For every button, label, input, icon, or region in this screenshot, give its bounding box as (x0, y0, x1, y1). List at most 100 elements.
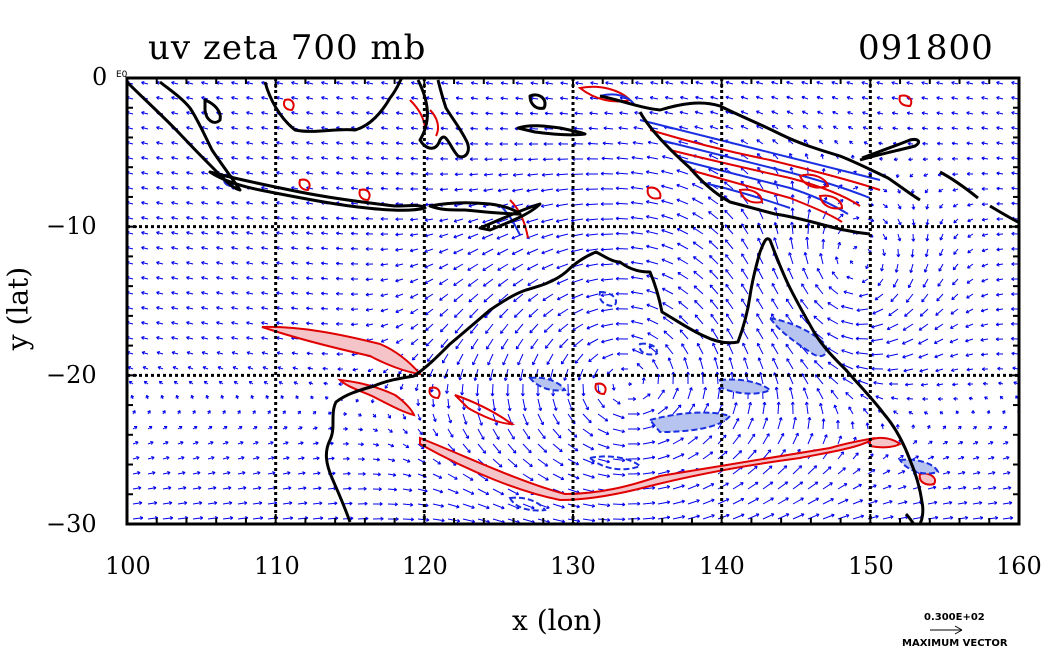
wind-vector (687, 484, 700, 490)
coastline-seram (516, 124, 587, 137)
wind-vector (186, 291, 194, 295)
wind-vector-head (302, 471, 306, 476)
wind-vector-head (472, 361, 476, 366)
wind-vector (996, 293, 1004, 296)
wind-vector (910, 263, 914, 273)
wind-vector (567, 458, 579, 466)
wind-vector-head (1003, 426, 1008, 430)
wind-vector (631, 335, 644, 340)
wind-vector-head (815, 284, 819, 288)
wind-vector (327, 517, 339, 520)
wind-vector (141, 201, 149, 205)
wind-vector (996, 278, 1004, 281)
wind-vector (321, 292, 329, 295)
wind-vector (291, 111, 299, 115)
wind-vector (424, 293, 434, 300)
wind-vector-head (766, 433, 770, 437)
wind-vector (492, 443, 502, 454)
wind-vector-head (622, 502, 626, 507)
wind-vector-head (150, 441, 154, 445)
wind-vector (291, 156, 299, 160)
wind-vector-head (545, 477, 549, 481)
wind-vector (861, 81, 869, 85)
wind-vector-head (587, 141, 591, 146)
wind-vector (661, 170, 674, 175)
wind-vector (156, 216, 164, 220)
wind-vector (201, 201, 209, 205)
wind-vector (186, 336, 194, 340)
wind-vector (680, 96, 689, 100)
wind-vector-head (587, 341, 591, 346)
wind-vector-head (692, 241, 697, 245)
wind-vector-head (171, 156, 175, 160)
wind-vector-head (160, 394, 165, 399)
wind-vector-head (1008, 501, 1013, 505)
wind-vector-head (741, 268, 745, 272)
wind-vector-head (186, 231, 190, 235)
wind-vector (410, 293, 419, 299)
wind-vector-head (515, 345, 520, 350)
wind-vector (306, 277, 314, 280)
wind-vector (657, 516, 670, 520)
wind-vector-head (512, 450, 517, 454)
wind-vector (402, 473, 412, 477)
wind-vector-head (171, 96, 175, 100)
wind-vector (483, 293, 494, 303)
wind-vector-head (966, 96, 970, 100)
wind-vector (631, 231, 644, 235)
wind-vector-head (291, 141, 295, 145)
wind-vector-head (886, 326, 891, 331)
wind-vector (881, 263, 884, 272)
wind-vector (216, 261, 224, 265)
wind-vector-head (393, 487, 398, 492)
wind-vector-head (513, 157, 517, 162)
x-tick-label: 140 (699, 552, 745, 580)
wind-vector-head (891, 111, 896, 116)
wind-vector-head (445, 390, 449, 394)
wind-vector-head (621, 429, 626, 434)
wind-vector-head (619, 111, 623, 115)
wind-vector-head (377, 472, 381, 477)
wind-vector (261, 201, 269, 205)
wind-vector-head (856, 308, 860, 313)
wind-vector-head (276, 351, 280, 356)
wind-vector-head (316, 456, 320, 461)
wind-vector-head (410, 171, 414, 176)
wind-vector (587, 338, 599, 346)
wind-vector-head (246, 126, 250, 130)
wind-vector-head (924, 253, 929, 258)
wind-vector (756, 268, 764, 280)
wind-vector-head (141, 321, 145, 325)
wind-vector-head (786, 80, 790, 85)
wind-vector (791, 222, 794, 235)
wind-vector-head (788, 252, 792, 256)
wind-vector-head (558, 328, 562, 332)
wind-vector (966, 127, 974, 130)
wind-vector-head (138, 486, 142, 490)
wind-vector-head (925, 238, 930, 242)
wind-vector (602, 353, 614, 359)
wind-vector-head (952, 172, 956, 177)
wind-vector (402, 458, 411, 463)
wind-vector (657, 470, 670, 475)
wind-vector (381, 338, 389, 343)
wind-vector (297, 457, 305, 460)
wind-vector-head (529, 111, 534, 116)
wind-vector-head (338, 382, 342, 387)
wind-vector (171, 336, 179, 340)
wind-vector-head (414, 387, 419, 392)
wind-vector-head (585, 233, 590, 238)
wind-vector (556, 248, 569, 254)
wind-vector-head (1009, 516, 1014, 520)
wind-vector-head (128, 380, 133, 385)
wind-vector (927, 501, 938, 505)
wind-vector-head (263, 381, 268, 385)
wind-vector (953, 233, 959, 240)
wind-vector-head (404, 430, 408, 434)
wind-vector-head (216, 216, 220, 220)
wind-vector-head (999, 395, 1004, 400)
wind-vector-head (615, 246, 619, 251)
wind-vector-head (789, 152, 793, 157)
wind-vector-head (948, 500, 953, 505)
wind-vector (807, 209, 811, 220)
